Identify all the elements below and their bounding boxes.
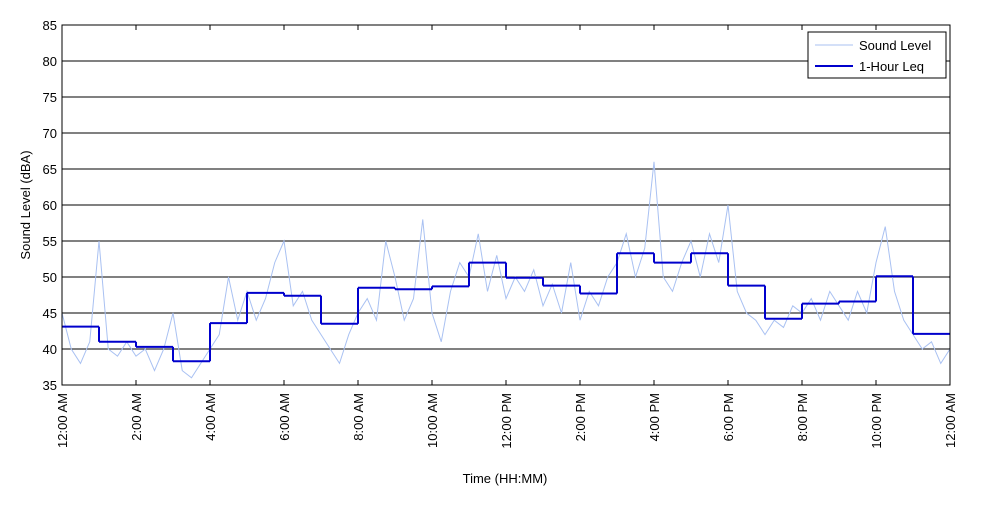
- x-tick-label: 2:00 AM: [129, 393, 144, 441]
- y-tick-label: 60: [43, 198, 57, 213]
- y-tick-label: 70: [43, 126, 57, 141]
- y-tick-label: 75: [43, 90, 57, 105]
- y-tick-label: 35: [43, 378, 57, 393]
- y-tick-label: 80: [43, 54, 57, 69]
- x-tick-label: 12:00 PM: [499, 393, 514, 449]
- x-tick-label: 12:00 AM: [55, 393, 70, 448]
- x-tick-label: 4:00 PM: [647, 393, 662, 441]
- x-axis-label: Time (HH:MM): [463, 471, 548, 486]
- x-tick-label: 12:00 AM: [943, 393, 958, 448]
- x-tick-label: 8:00 AM: [351, 393, 366, 441]
- y-tick-label: 50: [43, 270, 57, 285]
- y-tick-label: 85: [43, 18, 57, 33]
- x-tick-label: 6:00 PM: [721, 393, 736, 441]
- y-tick-label: 55: [43, 234, 57, 249]
- x-tick-label: 10:00 PM: [869, 393, 884, 449]
- x-tick-label: 2:00 PM: [573, 393, 588, 441]
- x-tick-label: 10:00 AM: [425, 393, 440, 448]
- plot-frame: [61, 24, 951, 386]
- y-axis-label: Sound Level (dBA): [18, 150, 33, 259]
- y-tick-label: 65: [43, 162, 57, 177]
- y-tick-label: 40: [43, 342, 57, 357]
- x-tick-label: 6:00 AM: [277, 393, 292, 441]
- legend-label: 1-Hour Leq: [859, 59, 924, 74]
- y-tick-label: 45: [43, 306, 57, 321]
- legend-box: [807, 31, 947, 79]
- x-tick-label: 8:00 PM: [795, 393, 810, 441]
- x-tick-label: 4:00 AM: [203, 393, 218, 441]
- legend-label: Sound Level: [859, 38, 931, 53]
